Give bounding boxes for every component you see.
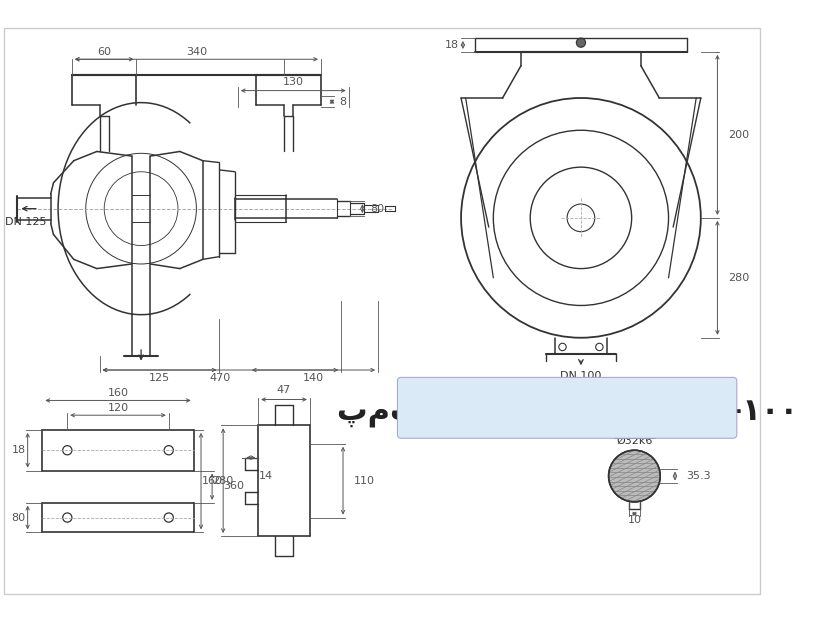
Text: 18: 18 — [444, 40, 458, 50]
Text: 140: 140 — [303, 373, 323, 383]
Text: 125: 125 — [149, 373, 170, 383]
FancyBboxPatch shape — [397, 378, 736, 439]
Text: 130: 130 — [282, 77, 304, 87]
Text: 120: 120 — [108, 403, 128, 413]
Text: 470: 470 — [209, 373, 231, 383]
Text: 340: 340 — [185, 47, 207, 57]
Text: 60: 60 — [97, 47, 111, 57]
Text: 80: 80 — [370, 203, 385, 213]
Text: DN 125: DN 125 — [5, 218, 46, 228]
Text: DN 100: DN 100 — [560, 371, 601, 381]
Text: 10: 10 — [627, 515, 641, 526]
Text: 80: 80 — [12, 513, 26, 522]
Text: پمپ گریز از مرکز ۲۰۰-۱۰۰: پمپ گریز از مرکز ۲۰۰-۱۰۰ — [336, 391, 796, 428]
Text: 280: 280 — [728, 273, 748, 283]
Polygon shape — [608, 450, 659, 502]
Text: 47: 47 — [276, 385, 291, 396]
Text: 160: 160 — [201, 476, 222, 486]
Text: 360: 360 — [223, 481, 244, 491]
Text: 14: 14 — [258, 471, 272, 481]
Text: 8: 8 — [339, 96, 346, 107]
Text: 280: 280 — [212, 476, 233, 486]
Text: 110: 110 — [354, 476, 375, 486]
Text: 200: 200 — [728, 130, 748, 140]
Text: 35.3: 35.3 — [686, 471, 710, 481]
Text: Ø32k6: Ø32k6 — [615, 436, 652, 446]
Text: 160: 160 — [108, 388, 128, 398]
Text: 18: 18 — [12, 445, 26, 455]
Circle shape — [576, 38, 585, 47]
